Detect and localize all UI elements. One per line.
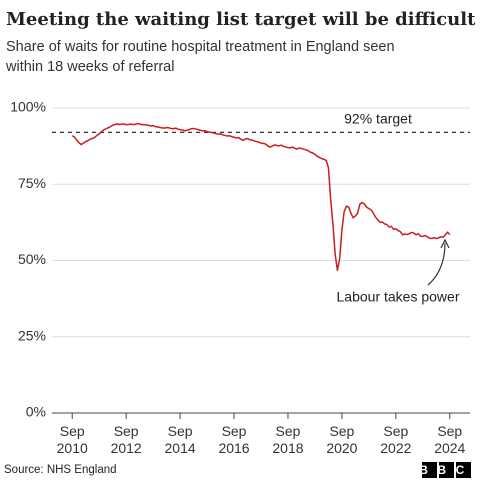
- annotation: Labour takes power: [337, 289, 460, 305]
- logo: BBC: [419, 462, 474, 478]
- y-tick-label: 50%: [18, 251, 46, 267]
- chart-subtitle: Share of waits for routine hospital trea…: [6, 39, 395, 55]
- logo-text: BBC: [419, 463, 474, 477]
- x-tick-label: Sep 2018: [272, 423, 303, 456]
- x-tick-label: Sep 2010: [57, 423, 88, 456]
- y-tick-label: 75%: [18, 175, 46, 191]
- source: Source: NHS England: [4, 464, 117, 476]
- x-tick-label: Sep 2016: [218, 423, 249, 456]
- x-tick-label: Sep 2022: [380, 423, 411, 456]
- y-tick-label: 0%: [26, 404, 46, 420]
- x-tick-label: Sep 2014: [165, 423, 196, 456]
- arrow-head: [440, 238, 450, 249]
- y-tick-label: 100%: [10, 99, 46, 115]
- x-tick-label: Sep 2024: [434, 423, 465, 456]
- data-line: [71, 122, 451, 272]
- x-tick-label: Sep 2012: [111, 423, 142, 456]
- x-tick-label: Sep 2020: [326, 423, 357, 456]
- chart-title: Meeting the waiting list target will be …: [6, 9, 476, 30]
- y-tick-label: 25%: [18, 327, 46, 343]
- target-label: 92% target: [344, 111, 412, 127]
- annotation-arrow: [427, 242, 446, 286]
- chart-subtitle: within 18 weeks of referral: [5, 59, 174, 75]
